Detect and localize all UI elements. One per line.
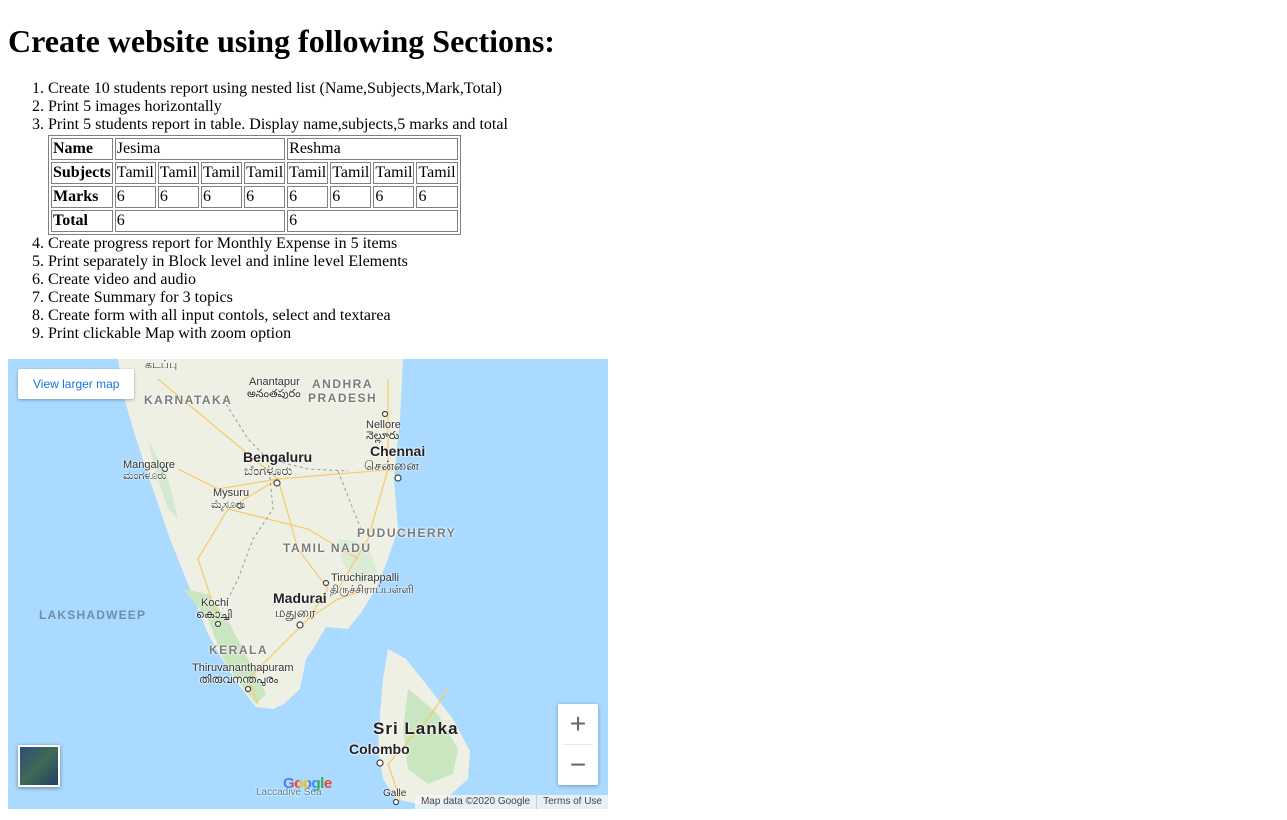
map-label: Bengaluru [243, 449, 313, 465]
table-row: Name Jesima Reshma [51, 138, 458, 160]
satellite-toggle-button[interactable] [18, 745, 60, 787]
subject-cell: Tamil [373, 162, 415, 184]
map-label: ಮೈಸೂರು [211, 499, 246, 511]
subject-cell: Tamil [330, 162, 372, 184]
mark-cell: 6 [330, 186, 372, 208]
map-label: PUDUCHERRY [357, 526, 457, 540]
list-item: Print clickable Map with zoom option [48, 325, 648, 343]
map-label: అనంతపురం [247, 388, 301, 400]
zoom-control: + − [558, 704, 598, 785]
map-label: నెల్లూరు [366, 430, 400, 442]
map-data-credit: Map data ©2020 Google [420, 796, 531, 807]
map-label: LAKSHADWEEP [39, 608, 147, 622]
map-label: சென்னை [364, 458, 419, 473]
list-item: Create video and audio [48, 271, 648, 289]
map-label: ANDHRA [312, 377, 373, 391]
list-item: Print separately in Block level and inli… [48, 253, 648, 271]
list-item: Create progress report for Monthly Expen… [48, 235, 648, 253]
subject-cell: Tamil [244, 162, 286, 184]
page-title: Create website using following Sections: [8, 23, 555, 59]
zoom-divider [563, 744, 593, 745]
zoom-in-button[interactable]: + [569, 708, 587, 739]
map-label: തിരുവനന്തപുരം [199, 674, 278, 686]
map-label: ಬೆಂಗಳೂರು [244, 463, 293, 478]
map-label: Mysuru [213, 487, 250, 499]
map-label: TAMIL NADU [283, 541, 372, 555]
google-logo: Google [283, 775, 332, 793]
total-cell: 6 [114, 210, 286, 232]
name-header: Name [51, 138, 113, 160]
total-header: Total [51, 210, 113, 232]
map-label: கடப்பு [145, 359, 178, 371]
student-name: Jesima [114, 138, 286, 160]
mark-cell: 6 [114, 186, 156, 208]
map-label: Kochi [201, 597, 229, 609]
map-terrain[interactable] [8, 359, 608, 809]
table-row: Marks 6 6 6 6 6 6 6 6 [51, 186, 458, 208]
sections-list: Create 10 students report using nested l… [8, 80, 648, 343]
map-footer: Map data ©2020 Google Terms of Use [414, 795, 608, 809]
map-label: Anantapur [249, 376, 300, 388]
map-label: Tiruchirappalli [331, 572, 400, 584]
map-label: PRADESH [308, 391, 378, 405]
total-cell: 6 [287, 210, 458, 232]
map-label: Laccadive Sea [256, 787, 322, 798]
mark-cell: 6 [200, 186, 243, 208]
map-label: കൊച്ചി [196, 609, 232, 621]
embedded-map[interactable]: கடப்பு Anantapur అనంతపురం ANDHRA PRADESH… [8, 359, 608, 809]
map-label: Galle [383, 788, 407, 799]
map-label: Mangalore [123, 459, 175, 471]
map-label: KERALA [209, 643, 268, 657]
map-label: Nellore [366, 419, 401, 431]
student-name: Reshma [287, 138, 458, 160]
mark-cell: 6 [287, 186, 329, 208]
table-row: Subjects Tamil Tamil Tamil Tamil Tamil T… [51, 162, 458, 184]
google-logo-text: Google [283, 775, 332, 792]
list-item: Create Summary for 3 topics [48, 289, 648, 307]
list-item: Print 5 images horizontally [48, 98, 648, 116]
list-item-text: Print 5 students report in table. Displa… [48, 116, 508, 133]
mark-cell: 6 [244, 186, 286, 208]
view-larger-map-link[interactable]: View larger map [18, 369, 135, 399]
subject-cell: Tamil [114, 162, 156, 184]
map-label: Colombo [349, 741, 410, 757]
map-label: Madurai [273, 590, 327, 606]
subject-cell: Tamil [287, 162, 329, 184]
students-report-table: Name Jesima Reshma Subjects Tamil Tamil … [48, 135, 461, 235]
subject-cell: Tamil [200, 162, 243, 184]
mark-cell: 6 [157, 186, 199, 208]
subjects-header: Subjects [51, 162, 113, 184]
map-label: KARNATAKA [144, 393, 233, 407]
map-label: Chennai [370, 443, 426, 459]
mark-cell: 6 [416, 186, 458, 208]
map-label: ಮಂಗಳೂರು [123, 470, 167, 482]
table-row: Total 6 6 [51, 210, 458, 232]
zoom-out-button[interactable]: − [569, 749, 587, 780]
map-label: திருச்சிராப்பள்ளி [330, 584, 414, 596]
map-label: மதுரை [275, 605, 316, 620]
subject-cell: Tamil [416, 162, 458, 184]
subject-cell: Tamil [157, 162, 199, 184]
list-item: Print 5 students report in table. Displa… [48, 116, 648, 235]
list-item: Create form with all input contols, sele… [48, 307, 648, 325]
map-label: Thiruvananthapuram [192, 662, 294, 674]
list-item: Create 10 students report using nested l… [48, 80, 648, 98]
map-label: Sri Lanka [373, 719, 459, 738]
mark-cell: 6 [373, 186, 415, 208]
marks-header: Marks [51, 186, 113, 208]
terms-of-use-link[interactable]: Terms of Use [536, 795, 608, 809]
